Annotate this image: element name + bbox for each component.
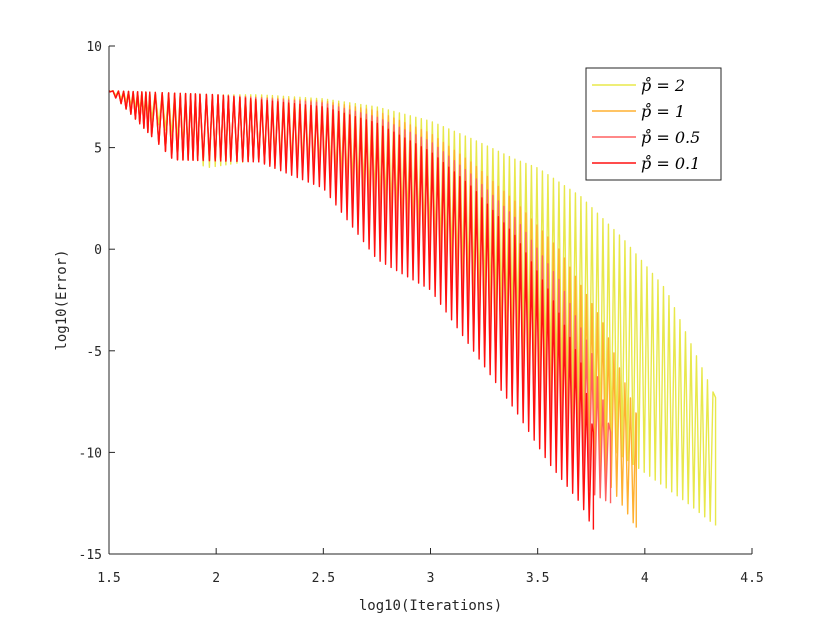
x-axis-label: log10(Iterations): [359, 598, 502, 614]
y-tick-label: 10: [86, 40, 102, 55]
legend-label-1: p̊ = 1: [641, 102, 685, 121]
x-tick-label: 4: [641, 571, 649, 586]
x-tick-label: 3.5: [526, 571, 549, 586]
y-tick-label: -10: [79, 446, 102, 461]
y-tick-label: -5: [86, 345, 102, 360]
y-tick-label: 5: [94, 142, 102, 157]
x-tick-label: 2.5: [312, 571, 335, 586]
legend: p̊ = 2 p̊ = 1 p̊ = 0.5 p̊ = 0.1: [585, 67, 722, 181]
legend-label-0: p̊ = 2: [641, 76, 685, 95]
legend-label-3: p̊ = 0.1: [641, 154, 700, 173]
y-ticks: 10 5 0 -5 -10 -15: [79, 40, 115, 563]
legend-box: [585, 67, 722, 181]
series-line-3: [108, 90, 595, 530]
y-tick-label: -15: [79, 548, 102, 563]
y-axis-label: log10(Error): [54, 249, 70, 350]
x-tick-label: 3: [427, 571, 435, 586]
plot-area: [108, 90, 717, 530]
x-tick-label: 2: [212, 571, 220, 586]
y-tick-label: 0: [94, 243, 102, 258]
x-tick-label: 1.5: [97, 571, 120, 586]
x-tick-label: 4.5: [740, 571, 763, 586]
x-ticks: 1.5 2 2.5 3 3.5 4 4.5: [97, 548, 764, 586]
legend-label-2: p̊ = 0.5: [641, 128, 700, 147]
